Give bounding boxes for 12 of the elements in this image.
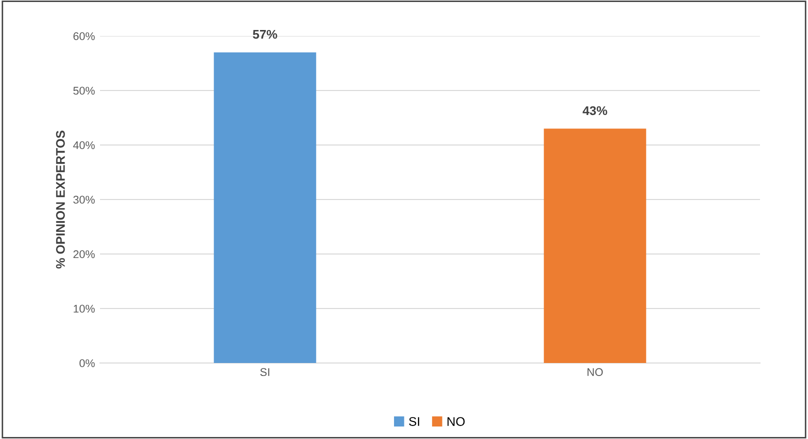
y-axis-title: % OPINION EXPERTOS [56,130,65,269]
data-label: 43% [582,106,608,116]
y-tick-label: 10% [74,304,95,313]
legend-label: SI [409,417,420,426]
y-tick-label: 30% [73,196,95,204]
y-tick-label: 40% [73,141,95,150]
data-label: 57% [252,30,278,39]
legend-label: NO [448,417,465,426]
y-tick-label: 20% [73,250,95,258]
y-tick-label: 60% [73,32,95,40]
y-tick-label: 0% [80,359,95,368]
y-tick-label: 50% [73,86,95,95]
